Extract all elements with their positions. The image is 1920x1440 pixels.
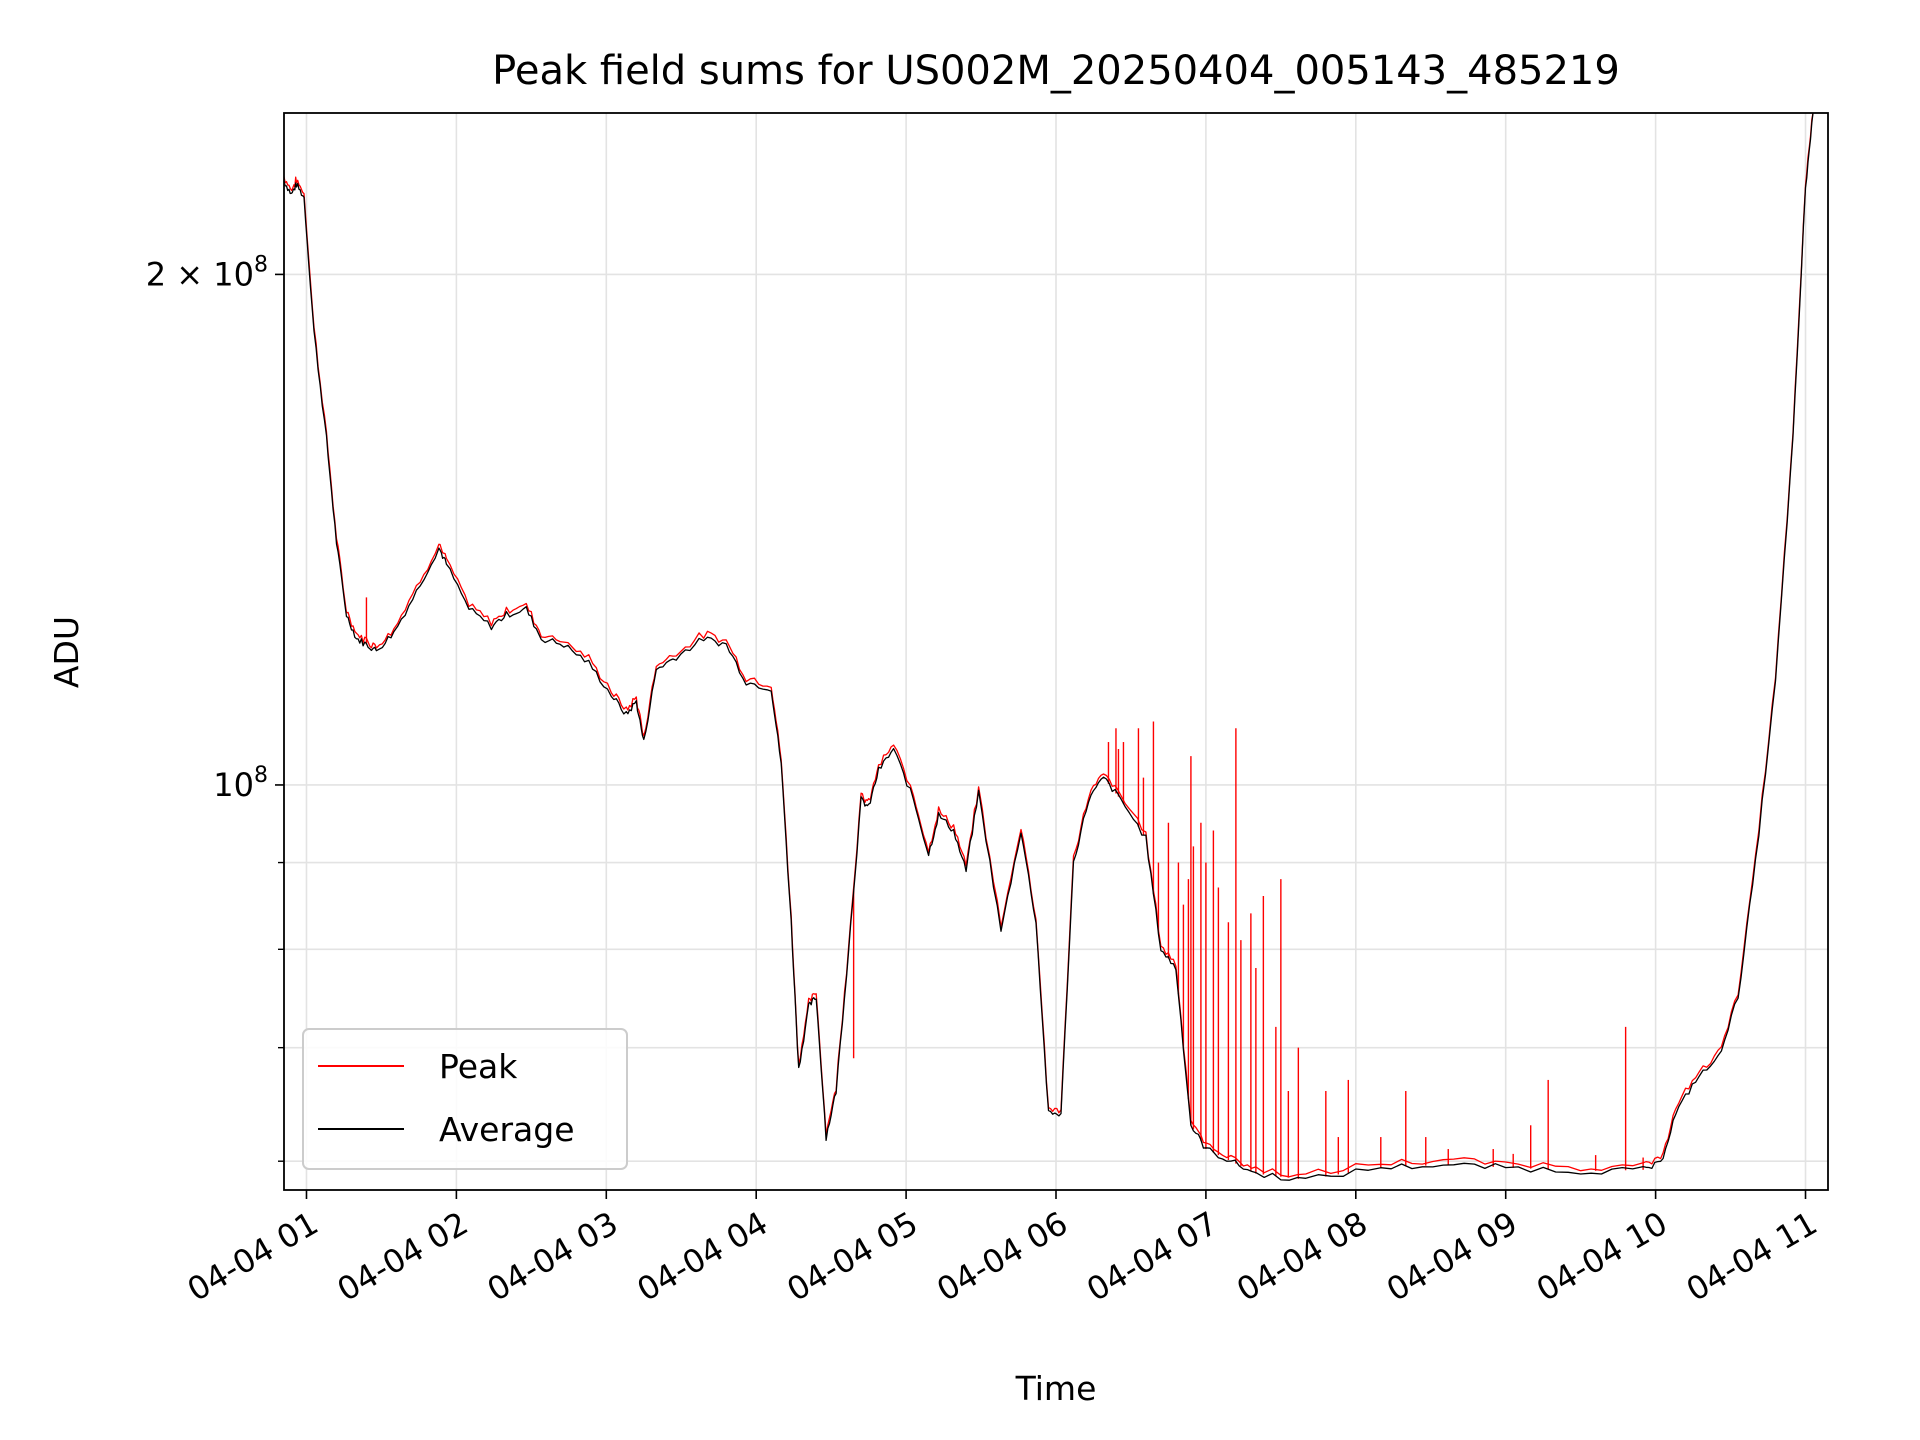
peak-series-line: [283, 112, 1814, 1178]
y-tick-label: 108: [213, 763, 268, 804]
x-tick-label: 04-04 03: [481, 1204, 625, 1309]
average-series-line: [283, 112, 1814, 1181]
x-axis: 04-04 01 04-04 02 04-04 03 04-04 04 04-04 05…: [181, 1190, 1824, 1309]
legend: Peak Average: [302, 1028, 628, 1170]
x-tick-label: 04-04 04: [631, 1204, 775, 1309]
x-tick-label: 04-04 06: [930, 1204, 1074, 1309]
y-axis: 108 2 × 108: [146, 252, 284, 1162]
peak-spikes: [365, 597, 1644, 1179]
x-tick-label: 04-04 11: [1680, 1204, 1824, 1309]
legend-peak-label: Peak: [439, 1047, 518, 1086]
y-tick-label: 2 × 108: [146, 252, 268, 293]
y-axis-label: ADU: [47, 616, 86, 688]
series-layer: [283, 112, 1814, 1181]
x-tick-label: 04-04 05: [780, 1204, 924, 1309]
legend-average-label: Average: [439, 1110, 575, 1149]
x-tick-label: 04-04 08: [1230, 1204, 1374, 1309]
x-tick-label: 04-04 07: [1080, 1204, 1224, 1309]
x-tick-label: 04-04 09: [1380, 1204, 1524, 1309]
x-tick-label: 04-04 10: [1530, 1204, 1674, 1309]
x-axis-label: Time: [1015, 1369, 1097, 1408]
x-tick-label: 04-04 02: [331, 1204, 475, 1309]
legend-box: [302, 1028, 628, 1170]
x-tick-label: 04-04 01: [181, 1204, 325, 1309]
chart-title: Peak field sums for US002M_20250404_0051…: [492, 48, 1620, 94]
